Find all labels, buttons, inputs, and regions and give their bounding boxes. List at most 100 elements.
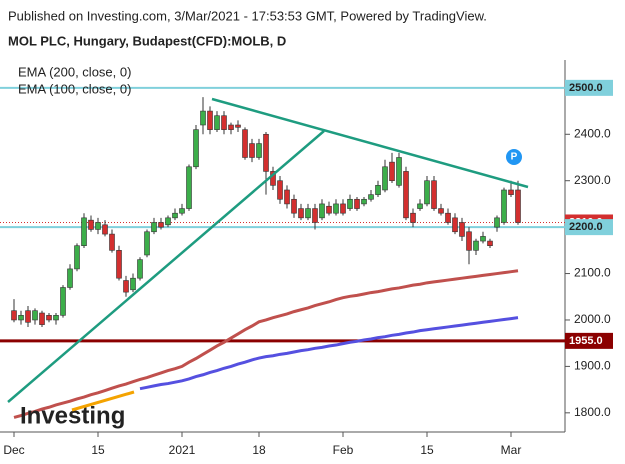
candle-body	[32, 310, 38, 321]
legend-label: EMA (100, close, 0)	[18, 81, 131, 96]
candle-body	[53, 315, 59, 321]
candle-body	[431, 180, 437, 209]
candle-body	[46, 315, 52, 321]
candle-body	[102, 224, 108, 235]
level-box	[565, 219, 613, 236]
level-label: 1955.0	[569, 335, 603, 347]
y-tick-label: 2400.0	[574, 126, 611, 140]
candle-body	[228, 124, 234, 130]
candle-body	[424, 180, 430, 205]
trend-line	[7, 130, 325, 403]
candle-body	[389, 161, 395, 182]
candle-body	[116, 250, 122, 279]
candle-body	[347, 198, 353, 209]
candle-body	[354, 198, 360, 209]
candle-body	[256, 143, 262, 158]
chart-title: MOL PLC, Hungary, Budapest(CFD):MOLB, D	[8, 33, 286, 48]
candle-body	[403, 171, 409, 219]
candle-body	[81, 217, 87, 246]
candle-body	[172, 212, 178, 219]
x-tick-label: Mar	[501, 443, 522, 457]
y-tick-label: 1800.0	[574, 405, 611, 419]
logo-swoosh	[71, 390, 135, 412]
candle-body	[214, 115, 220, 130]
candle-body	[417, 203, 423, 209]
candle-body	[130, 277, 136, 291]
x-tick-label: 15	[420, 443, 434, 457]
candle-body	[123, 280, 129, 293]
ema-line	[139, 316, 519, 391]
candle-body	[95, 222, 101, 230]
candle-body	[375, 185, 381, 195]
candle-body	[25, 310, 31, 323]
x-tick-label: Dec	[3, 443, 24, 457]
candle-body	[340, 203, 346, 214]
level-label: 2500.0	[569, 82, 603, 94]
candle-body	[263, 133, 269, 172]
candle-body	[207, 110, 213, 130]
candle-body	[60, 287, 66, 316]
candle-body	[501, 189, 507, 223]
candle-body	[200, 110, 206, 126]
candle-body	[242, 129, 248, 158]
caption: Published on Investing.com, 3/Mar/2021 -…	[8, 8, 487, 23]
candle-body	[144, 231, 150, 256]
candle-body	[151, 222, 157, 233]
candle-body	[18, 315, 24, 321]
candle-body	[452, 217, 458, 233]
candle-body	[494, 217, 500, 228]
candle-body	[137, 259, 143, 279]
level-label: 2200.0	[569, 221, 603, 233]
y-tick-label: 2100.0	[574, 266, 611, 280]
candle-body	[284, 189, 290, 205]
candle-body	[193, 129, 199, 168]
candle-body	[158, 222, 164, 228]
candle-body	[291, 198, 297, 214]
candle-body	[445, 212, 451, 223]
level-box	[565, 332, 613, 349]
y-tick-label: 1900.0	[574, 359, 611, 373]
candle-body	[298, 208, 304, 219]
candle-body	[466, 231, 472, 251]
candle-body	[165, 217, 171, 226]
candle-body	[88, 219, 94, 230]
y-tick-label: 2000.0	[574, 312, 611, 326]
candle-body	[361, 198, 367, 205]
candle-body	[410, 212, 416, 223]
candle-body	[480, 236, 486, 242]
candle-body	[382, 166, 388, 191]
candle-body	[179, 208, 185, 214]
candle-body	[459, 222, 465, 237]
candle-body	[508, 189, 514, 195]
logo: Investing	[20, 402, 125, 429]
candle-body	[319, 203, 325, 219]
candle-body	[221, 115, 227, 130]
candle-body	[305, 208, 311, 219]
ema-line	[13, 269, 519, 419]
candle-body	[326, 205, 332, 214]
plot: 2400.0 2300.0 2100.0 2000.0 1900.0 1800.0 Dec 1…	[0, 79, 613, 457]
candle-body	[11, 310, 17, 321]
candle-body	[473, 240, 479, 251]
candle-body	[235, 124, 241, 128]
y-tick-label: 2300.0	[574, 173, 611, 187]
candle-body	[487, 240, 493, 246]
candle-body	[67, 268, 73, 288]
candle-body	[39, 312, 45, 325]
candle-body	[186, 166, 192, 209]
marker-icon	[506, 149, 522, 165]
candle-body	[515, 189, 521, 223]
legend-label: EMA (200, close, 0)	[18, 64, 131, 79]
trend-line	[211, 97, 529, 189]
x-tick-label: 15	[91, 443, 105, 457]
candle-body	[74, 245, 80, 270]
candle-body	[312, 208, 318, 223]
candle-body	[396, 157, 402, 186]
candle-body	[438, 208, 444, 214]
candle-body	[249, 143, 255, 158]
candle-body	[109, 233, 115, 251]
marker-label: P	[511, 152, 518, 163]
x-tick-label: 18	[252, 443, 266, 457]
x-tick-label: Feb	[333, 443, 354, 457]
